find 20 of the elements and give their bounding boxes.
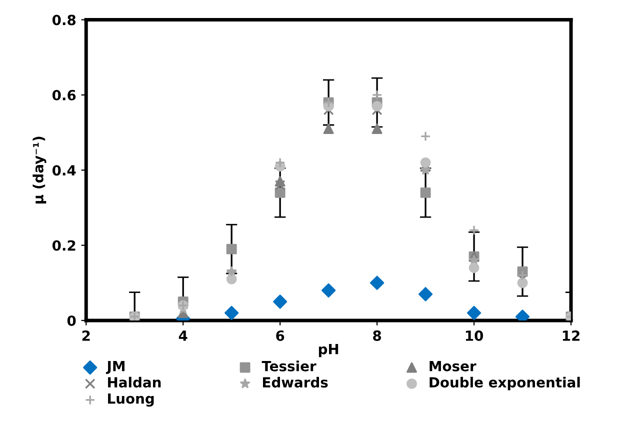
legend-label: Edwards (263, 376, 328, 388)
x-axis-title: pH (318, 344, 338, 358)
x-tick-label: 2 (82, 330, 90, 341)
legend-label: Haldan (108, 376, 161, 388)
legend-label: Tessier (262, 360, 316, 372)
x-tick-label: 8 (373, 330, 382, 341)
y-tick-label: 0 (67, 315, 76, 326)
y-tick-label: 0.2 (52, 240, 76, 251)
y-tick-label: 0.6 (52, 90, 76, 100)
x-tick-label: 4 (178, 330, 188, 341)
x-tick-label: 12 (562, 330, 580, 341)
x-tick-label: 6 (276, 330, 284, 341)
legend-label: JM (106, 361, 124, 374)
legend-label: Luong (108, 393, 154, 407)
legend-label: Moser (430, 361, 476, 372)
legend-label: Double exponential (430, 376, 580, 390)
y-tick-label: 0.8 (52, 14, 76, 26)
y-tick-label: 0.4 (52, 165, 76, 176)
y-axis-title: μ (day⁻¹) (32, 136, 46, 204)
x-tick-label: 10 (466, 330, 484, 341)
